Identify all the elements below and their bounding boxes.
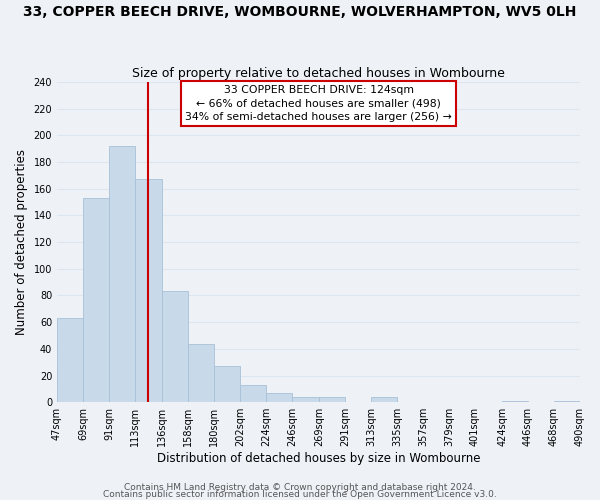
Bar bbox=[188, 344, 214, 402]
Bar bbox=[57, 318, 83, 402]
Bar bbox=[371, 397, 397, 402]
Bar bbox=[319, 397, 345, 402]
Bar bbox=[162, 292, 188, 402]
Bar bbox=[292, 397, 319, 402]
Bar bbox=[554, 401, 580, 402]
Bar bbox=[214, 366, 240, 402]
Bar bbox=[83, 198, 109, 402]
Title: Size of property relative to detached houses in Wombourne: Size of property relative to detached ho… bbox=[132, 66, 505, 80]
Bar bbox=[266, 393, 292, 402]
Bar bbox=[502, 401, 528, 402]
Y-axis label: Number of detached properties: Number of detached properties bbox=[15, 149, 28, 335]
Text: Contains HM Land Registry data © Crown copyright and database right 2024.: Contains HM Land Registry data © Crown c… bbox=[124, 484, 476, 492]
Text: 33 COPPER BEECH DRIVE: 124sqm
← 66% of detached houses are smaller (498)
34% of : 33 COPPER BEECH DRIVE: 124sqm ← 66% of d… bbox=[185, 86, 452, 122]
Bar bbox=[240, 385, 266, 402]
Bar bbox=[135, 180, 162, 402]
Bar bbox=[109, 146, 135, 402]
Text: Contains public sector information licensed under the Open Government Licence v3: Contains public sector information licen… bbox=[103, 490, 497, 499]
X-axis label: Distribution of detached houses by size in Wombourne: Distribution of detached houses by size … bbox=[157, 452, 480, 465]
Text: 33, COPPER BEECH DRIVE, WOMBOURNE, WOLVERHAMPTON, WV5 0LH: 33, COPPER BEECH DRIVE, WOMBOURNE, WOLVE… bbox=[23, 5, 577, 19]
